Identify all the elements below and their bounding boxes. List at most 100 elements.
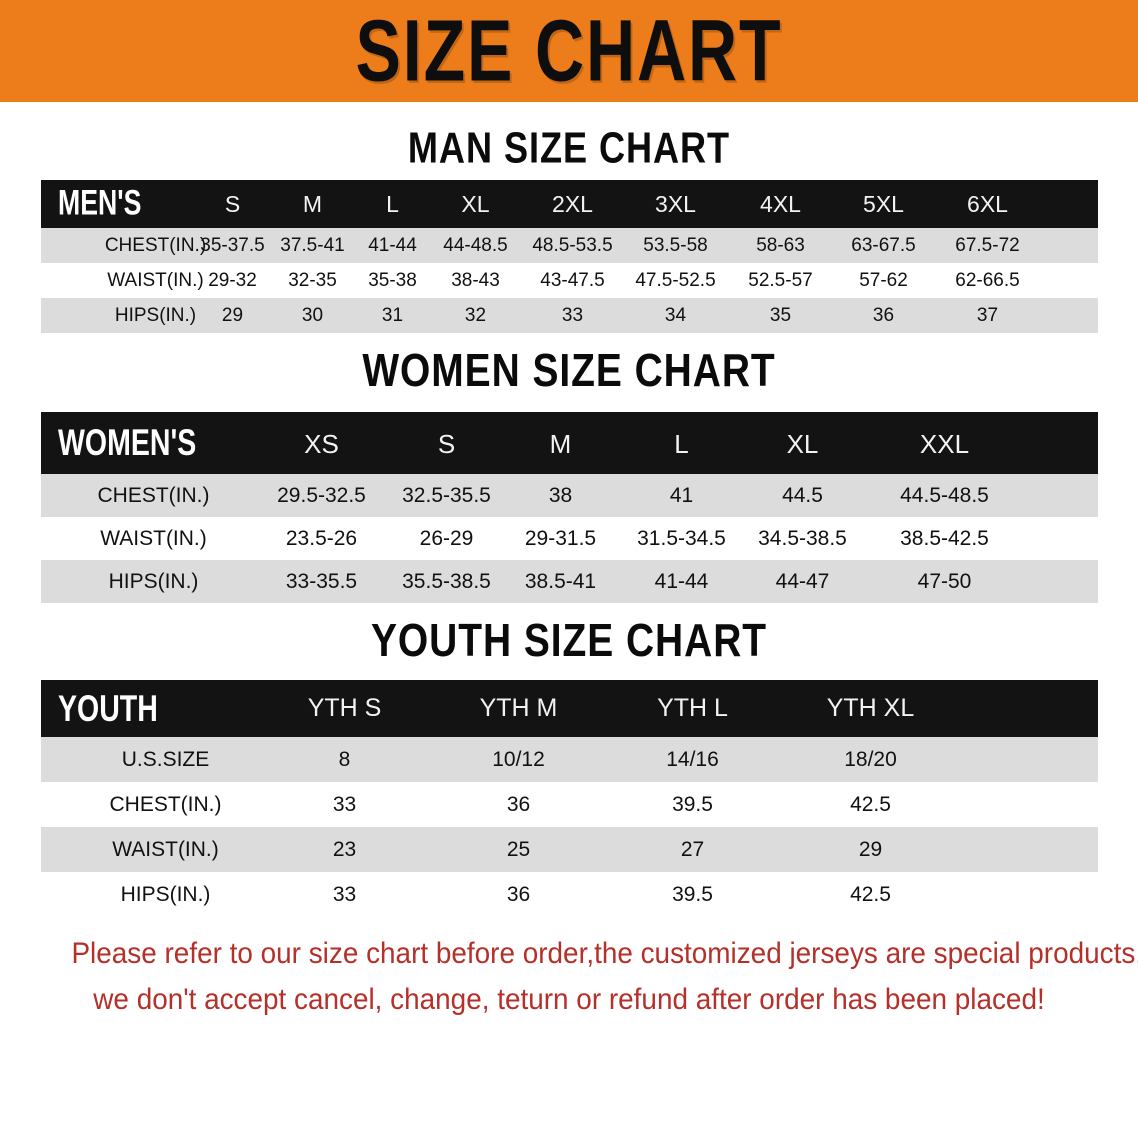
table-cell: 44.5-48.5	[900, 484, 989, 507]
table-cell: 47.5-52.5	[635, 270, 716, 291]
table-cell: 48.5-53.5	[532, 235, 613, 256]
man-column-header: M	[302, 191, 323, 217]
youth-size-table: YOUTH YTH S YTH M YTH L YTH XL U.S.SIZE 8 10/…	[40, 680, 1098, 917]
table-cell: 38-43	[451, 270, 500, 291]
table-cell: 63-67.5	[851, 235, 916, 256]
table-cell: 14/16	[666, 748, 719, 771]
table-cell: 23.5-26	[285, 527, 358, 550]
man-corner-label: MEN'S	[57, 184, 141, 223]
youth-row-label: WAIST(IN.)	[112, 838, 219, 861]
table-cell: 35	[769, 305, 792, 326]
table-row: U.S.SIZE 8 10/12 14/16 18/20	[40, 737, 1098, 782]
youth-column-header: YTH S	[307, 694, 382, 722]
table-cell: 67.5-72	[955, 235, 1020, 256]
man-section-title: MAN SIZE CHART	[407, 124, 731, 173]
table-cell: 33	[561, 305, 584, 326]
women-column-header: XXL	[919, 429, 970, 459]
table-cell: 33	[332, 883, 357, 906]
table-cell: 38	[548, 484, 573, 507]
youth-column-header: YTH XL	[826, 694, 915, 722]
table-cell: 42.5	[850, 793, 891, 816]
table-cell: 32	[464, 305, 487, 326]
table-cell: 32.5-35.5	[402, 484, 491, 507]
youth-section-title: YOUTH SIZE CHART	[370, 613, 768, 667]
page-title: SIZE CHART	[355, 1, 783, 100]
man-column-header: 6XL	[967, 191, 1008, 217]
table-cell: 53.5-58	[643, 235, 708, 256]
table-cell: 29-32	[208, 270, 257, 291]
women-table-header-row: WOMEN'S XS S M L XL XXL	[40, 412, 1098, 474]
man-row-label: WAIST(IN.)	[107, 270, 204, 291]
table-cell: 34.5-38.5	[758, 527, 847, 550]
table-cell: 26-29	[419, 527, 474, 550]
women-row-label: HIPS(IN.)	[108, 570, 199, 593]
women-column-header: M	[549, 429, 572, 459]
table-row: HIPS(IN.) 29 30 31 32 33 34 35 36 37	[40, 298, 1098, 333]
man-column-header: S	[224, 191, 241, 217]
disclaimer-line-1: Please refer to our size chart before or…	[71, 937, 1138, 970]
table-cell: 31	[381, 305, 404, 326]
table-cell: 42.5	[850, 883, 891, 906]
man-column-header: L	[386, 191, 399, 217]
table-cell: 36	[872, 305, 895, 326]
table-cell: 30	[301, 305, 324, 326]
table-cell: 29	[858, 838, 883, 861]
table-cell: 41-44	[368, 235, 417, 256]
women-column-header: S	[437, 429, 456, 459]
man-column-header: 4XL	[760, 191, 801, 217]
table-cell: 18/20	[844, 748, 897, 771]
man-column-header: 3XL	[655, 191, 696, 217]
youth-row-label: HIPS(IN.)	[120, 883, 211, 906]
youth-corner-label: YOUTH	[57, 686, 158, 729]
table-cell: 29.5-32.5	[277, 484, 366, 507]
women-row-label: WAIST(IN.)	[100, 527, 207, 550]
table-cell: 36	[506, 883, 531, 906]
women-row-label: CHEST(IN.)	[97, 484, 210, 507]
table-cell: 37.5-41	[280, 235, 345, 256]
table-cell: 35-37.5	[200, 235, 265, 256]
table-cell: 27	[680, 838, 705, 861]
disclaimer-text: Please refer to our size chart before or…	[71, 931, 1138, 1023]
table-cell: 52.5-57	[748, 270, 813, 291]
table-cell: 36	[506, 793, 531, 816]
youth-table-header-row: YOUTH YTH S YTH M YTH L YTH XL	[40, 680, 1098, 737]
table-cell: 34	[664, 305, 687, 326]
table-cell: 31.5-34.5	[637, 527, 726, 550]
table-cell: 57-62	[859, 270, 908, 291]
table-row: CHEST(IN.) 33 36 39.5 42.5	[40, 782, 1098, 827]
man-column-header: 2XL	[552, 191, 593, 217]
man-size-table: MEN'S S M L XL 2XL 3XL 4XL 5XL 6XL CHEST(IN.) 35-…	[40, 180, 1098, 333]
table-cell: 25	[506, 838, 531, 861]
table-cell: 23	[332, 838, 357, 861]
table-cell: 37	[976, 305, 999, 326]
women-column-header: XL	[786, 429, 819, 459]
youth-row-label: CHEST(IN.)	[109, 793, 222, 816]
table-cell: 35-38	[368, 270, 417, 291]
women-size-table: WOMEN'S XS S M L XL XXL CHEST(IN.) 29.5-32.5 32…	[40, 412, 1098, 603]
table-row: WAIST(IN.) 29-32 32-35 35-38 38-43 43-47.5 47.…	[40, 263, 1098, 298]
table-cell: 39.5	[672, 883, 713, 906]
man-row-label: CHEST(IN.)	[104, 235, 207, 256]
table-cell: 38.5-41	[524, 570, 597, 593]
table-cell: 39.5	[672, 793, 713, 816]
women-corner-label: WOMEN'S	[57, 421, 196, 464]
table-cell: 8	[338, 748, 351, 771]
table-cell: 62-66.5	[955, 270, 1020, 291]
table-cell: 10/12	[492, 748, 545, 771]
table-cell: 32-35	[288, 270, 337, 291]
youth-row-label: U.S.SIZE	[121, 748, 210, 771]
women-section-title: WOMEN SIZE CHART	[362, 343, 776, 397]
table-row: WAIST(IN.) 23 25 27 29	[40, 827, 1098, 872]
women-column-header: L	[674, 429, 689, 459]
man-table-header-row: MEN'S S M L XL 2XL 3XL 4XL 5XL 6XL	[40, 180, 1098, 228]
table-cell: 38.5-42.5	[900, 527, 989, 550]
table-cell: 43-47.5	[540, 270, 605, 291]
table-row: WAIST(IN.) 23.5-26 26-29 29-31.5 31.5-34.5 34…	[40, 517, 1098, 560]
youth-column-header: YTH M	[479, 694, 558, 722]
table-cell: 44-47	[775, 570, 830, 593]
table-row: CHEST(IN.) 29.5-32.5 32.5-35.5 38 41 44.5 44.5…	[40, 474, 1098, 517]
table-cell: 29	[221, 305, 244, 326]
disclaimer-line-2: we don't accept cancel, change, teturn o…	[93, 983, 1045, 1016]
women-column-header: XS	[304, 429, 339, 459]
table-row: HIPS(IN.) 33-35.5 35.5-38.5 38.5-41 41-44 44-…	[40, 560, 1098, 603]
